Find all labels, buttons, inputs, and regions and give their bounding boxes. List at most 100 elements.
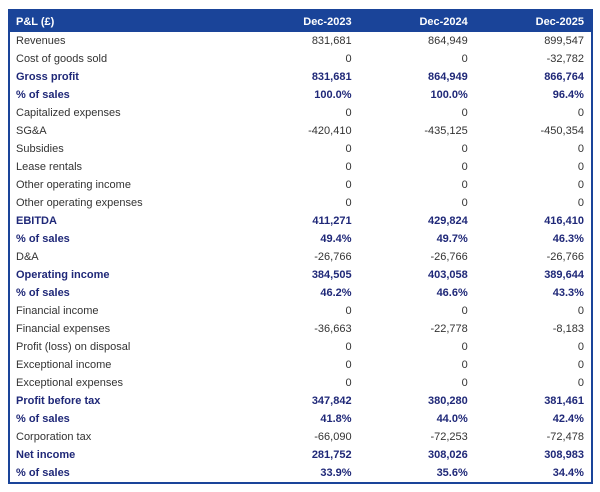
row-value: 429,824 — [428, 215, 468, 227]
row-value: 0 — [461, 161, 468, 173]
row-value: 0 — [461, 359, 468, 371]
row-value: 0 — [345, 161, 352, 173]
row-value: -450,354 — [540, 125, 584, 137]
row-value: 899,547 — [544, 35, 584, 47]
table-row: Other operating income 0 0 0 — [10, 176, 591, 194]
table-row: Profit (loss) on disposal 0 0 0 — [10, 338, 591, 356]
table-row: Gross profit 831,681 864,949 866,764 — [10, 68, 591, 86]
row-value: 281,752 — [311, 449, 352, 461]
row-label: Revenues — [16, 35, 66, 47]
row-label: % of sales — [16, 89, 70, 101]
table-row: % of sales 33.9% 35.6% 34.4% — [10, 464, 591, 482]
row-label: Cost of goods sold — [16, 53, 108, 65]
row-value: 0 — [461, 143, 468, 155]
table-row: SG&A -420,410 -435,125 -450,354 — [10, 122, 591, 140]
row-value: 41.8% — [320, 413, 352, 425]
table-body: Revenues 831,681 864,949 899,547 Cost of goo… — [10, 32, 591, 482]
row-label: Lease rentals — [16, 161, 83, 173]
row-value: 96.4% — [552, 89, 584, 101]
row-label: Operating income — [16, 269, 110, 281]
row-label: Net income — [16, 449, 76, 461]
row-value: 0 — [577, 359, 584, 371]
row-value: 0 — [461, 107, 468, 119]
table-header-row: P&L (£) Dec-2023 Dec-2024 Dec-2025 — [10, 11, 591, 32]
row-value: 0 — [577, 143, 584, 155]
row-label: % of sales — [16, 413, 70, 425]
row-value: -420,410 — [308, 125, 352, 137]
row-value: 46.3% — [552, 233, 584, 245]
row-value: 0 — [345, 197, 352, 209]
row-label: Gross profit — [16, 71, 79, 83]
row-value: 864,949 — [428, 35, 468, 47]
row-label: Exceptional expenses — [16, 377, 124, 389]
row-label: Other operating income — [16, 179, 131, 191]
row-value: -72,478 — [546, 431, 584, 443]
row-label: SG&A — [16, 125, 47, 137]
row-value: 42.4% — [552, 413, 584, 425]
row-label: Subsidies — [16, 143, 64, 155]
row-value: 33.9% — [320, 467, 352, 479]
row-label: % of sales — [16, 467, 70, 479]
row-value: 0 — [345, 377, 352, 389]
row-value: 416,410 — [544, 215, 584, 227]
table-row: Profit before tax 347,842 380,280 381,461 — [10, 392, 591, 410]
row-value: 389,644 — [544, 269, 584, 281]
row-value: 0 — [461, 305, 468, 317]
table-row: Exceptional expenses 0 0 0 — [10, 374, 591, 392]
row-value: 0 — [345, 107, 352, 119]
table-row: Lease rentals 0 0 0 — [10, 158, 591, 176]
row-value: 0 — [461, 179, 468, 191]
row-value: 49.4% — [320, 233, 352, 245]
header-col-dec-2024: Dec-2024 — [419, 15, 468, 28]
table-row: Financial income 0 0 0 — [10, 302, 591, 320]
row-value: 831,681 — [311, 71, 352, 83]
row-value: 0 — [345, 53, 352, 65]
row-value: 46.6% — [436, 287, 468, 299]
row-value: 380,280 — [428, 395, 468, 407]
row-label: % of sales — [16, 233, 70, 245]
row-value: -72,253 — [430, 431, 468, 443]
row-value: 0 — [345, 359, 352, 371]
row-value: 0 — [461, 377, 468, 389]
row-value: 403,058 — [428, 269, 468, 281]
row-value: 0 — [345, 305, 352, 317]
row-value: 0 — [345, 341, 352, 353]
table-row: Subsidies 0 0 0 — [10, 140, 591, 158]
row-label: Profit before tax — [16, 395, 101, 407]
row-value: 308,026 — [428, 449, 468, 461]
row-value: 866,764 — [544, 71, 584, 83]
row-value: 43.3% — [552, 287, 584, 299]
row-value: 0 — [577, 179, 584, 191]
row-value: 100.0% — [430, 89, 468, 101]
row-value: 44.0% — [436, 413, 468, 425]
row-value: 0 — [345, 143, 352, 155]
row-value: 347,842 — [311, 395, 352, 407]
table-row: D&A -26,766 -26,766 -26,766 — [10, 248, 591, 266]
row-value: -26,766 — [430, 251, 468, 263]
row-value: 0 — [461, 341, 468, 353]
row-value: 0 — [577, 377, 584, 389]
row-value: 0 — [577, 305, 584, 317]
row-value: -36,663 — [314, 323, 352, 335]
row-value: -66,090 — [314, 431, 352, 443]
row-value: 0 — [577, 107, 584, 119]
row-value: -22,778 — [430, 323, 468, 335]
row-label: Corporation tax — [16, 431, 92, 443]
row-label: Other operating expenses — [16, 197, 143, 209]
row-value: 0 — [461, 53, 468, 65]
row-value: -26,766 — [314, 251, 352, 263]
row-label: D&A — [16, 251, 39, 263]
table-row: Revenues 831,681 864,949 899,547 — [10, 32, 591, 50]
table-row: Other operating expenses 0 0 0 — [10, 194, 591, 212]
row-label: Capitalized expenses — [16, 107, 121, 119]
table-row: % of sales 49.4% 49.7% 46.3% — [10, 230, 591, 248]
row-value: -8,183 — [552, 323, 584, 335]
row-value: 864,949 — [428, 71, 468, 83]
table-row: Net income 281,752 308,026 308,983 — [10, 446, 591, 464]
row-value: 34.4% — [552, 467, 584, 479]
row-value: 46.2% — [320, 287, 352, 299]
table-row: Corporation tax -66,090 -72,253 -72,478 — [10, 428, 591, 446]
table-row: Exceptional income 0 0 0 — [10, 356, 591, 374]
table-row: EBITDA 411,271 429,824 416,410 — [10, 212, 591, 230]
table-row: % of sales 41.8% 44.0% 42.4% — [10, 410, 591, 428]
